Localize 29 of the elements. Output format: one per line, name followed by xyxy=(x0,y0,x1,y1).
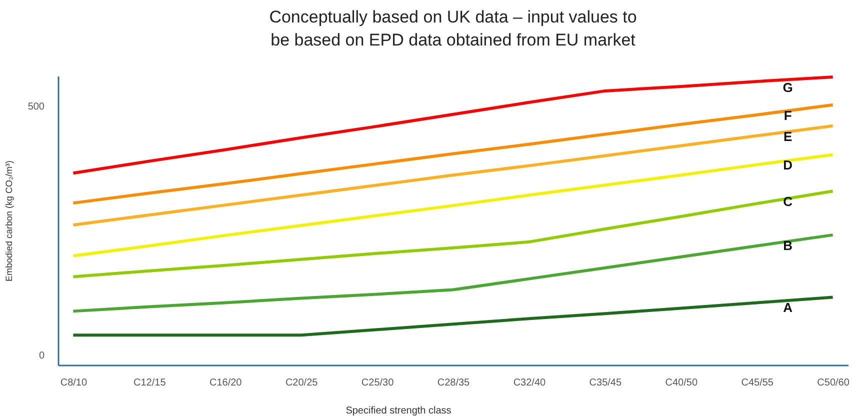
line-series xyxy=(72,190,834,278)
series-label: A xyxy=(783,300,794,316)
y-axis-title: Embodied carbon (kg CO₂/m³) xyxy=(4,160,14,282)
x-tick-label: C40/50 xyxy=(665,378,698,388)
series-label: D xyxy=(783,158,793,173)
series-label: F xyxy=(784,108,792,123)
y-tick-label: 0 xyxy=(38,350,45,362)
line-series xyxy=(72,103,834,205)
x-tick-label: C28/35 xyxy=(437,378,470,388)
y-tick-label: 500 xyxy=(28,101,45,112)
series-label: G xyxy=(782,80,793,95)
line-series xyxy=(72,233,834,313)
line-series xyxy=(72,124,834,226)
x-tick-label: C45/55 xyxy=(741,378,774,388)
x-tick-label: C20/25 xyxy=(285,378,318,388)
x-tick-label: C16/20 xyxy=(209,378,242,388)
line-series xyxy=(72,75,834,175)
x-axis-title: Specified strength class xyxy=(346,406,452,416)
x-tick-label: C32/40 xyxy=(513,378,546,388)
x-tick-label: C35/45 xyxy=(589,378,622,388)
x-tick-label: C50/60 xyxy=(817,378,850,388)
x-tick-label: C25/30 xyxy=(361,378,394,388)
chart-title: Conceptually based on UK data – input values to be based on EPD data obtained from EU market xyxy=(269,7,637,50)
line-series xyxy=(72,153,834,258)
line-series xyxy=(72,296,834,337)
x-tick-label: C8/10 xyxy=(60,378,88,388)
series-label: E xyxy=(783,128,792,144)
series-label: B xyxy=(783,238,793,253)
x-tick-label: C12/15 xyxy=(134,378,166,388)
